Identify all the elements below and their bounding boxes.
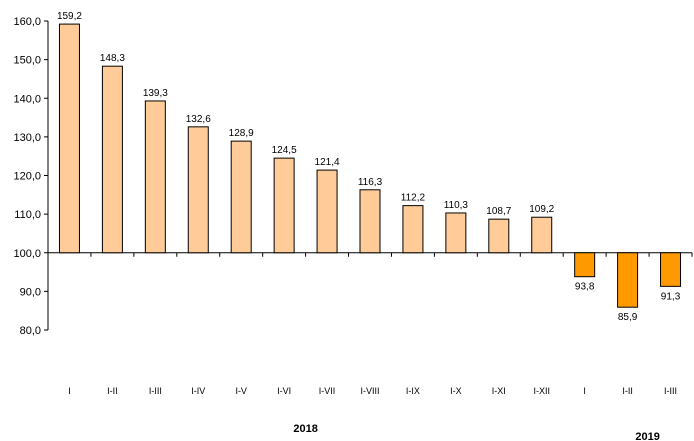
year-labels: 2018 2019 bbox=[293, 423, 659, 441]
bars bbox=[58, 23, 682, 308]
x-tick-label: I-XII bbox=[533, 386, 550, 396]
data-label: 159,2 bbox=[57, 11, 82, 22]
y-tick-label: 160,0 bbox=[13, 16, 41, 28]
year-label: 2019 bbox=[635, 431, 659, 441]
data-label: 132,6 bbox=[186, 114, 211, 125]
y-tick-label: 100,0 bbox=[13, 248, 41, 260]
x-tick-label: I-XI bbox=[492, 386, 506, 396]
bar bbox=[488, 218, 510, 254]
bar bbox=[273, 157, 295, 254]
x-tick-label: I-X bbox=[450, 386, 462, 396]
y-axis: 80,0 90,0 100,0 110,0 120,0 130,0 140,0 150,0 16… bbox=[13, 16, 49, 337]
x-tick-label: I-III bbox=[149, 386, 162, 396]
data-label: 110,3 bbox=[444, 200, 469, 211]
bar bbox=[230, 140, 252, 254]
data-label: 108,7 bbox=[486, 206, 511, 217]
x-tick-label: I bbox=[68, 386, 71, 396]
bar bbox=[359, 189, 381, 254]
x-tick-label: I-II bbox=[622, 386, 633, 396]
x-tick-labels: I I-II I-III I-IV I-V I-VI I-VII I-VIII I-IX I-X I… bbox=[68, 386, 677, 396]
data-label: 91,3 bbox=[661, 291, 681, 302]
x-tick-label: I-V bbox=[235, 386, 247, 396]
x-tick-label: I-VII bbox=[319, 386, 336, 396]
y-tick-label: 140,0 bbox=[13, 93, 41, 105]
x-tick-label: I-VI bbox=[277, 386, 291, 396]
bar bbox=[402, 205, 424, 254]
bar bbox=[617, 252, 639, 308]
data-label: 109,2 bbox=[529, 204, 554, 215]
bar bbox=[101, 65, 123, 254]
data-label: 128,9 bbox=[229, 128, 254, 139]
x-tick-label: I-VIII bbox=[360, 386, 379, 396]
data-label: 93,8 bbox=[575, 282, 595, 293]
data-label: 139,3 bbox=[143, 88, 168, 99]
bar bbox=[316, 169, 338, 254]
x-tick-label: I-IX bbox=[406, 386, 420, 396]
bar bbox=[187, 126, 209, 254]
data-label: 112,2 bbox=[401, 193, 426, 204]
data-label: 116,3 bbox=[358, 177, 383, 188]
x-axis bbox=[48, 252, 693, 257]
y-tick-label: 90,0 bbox=[20, 286, 41, 298]
y-tick-label: 150,0 bbox=[13, 55, 41, 67]
bar bbox=[531, 216, 553, 254]
y-tick-label: 80,0 bbox=[20, 325, 41, 337]
y-tick-label: 120,0 bbox=[13, 171, 41, 183]
year-label: 2018 bbox=[293, 423, 317, 435]
x-tick-label: I-IV bbox=[191, 386, 205, 396]
x-tick-label: I-III bbox=[664, 386, 677, 396]
data-label: 124,5 bbox=[272, 145, 297, 156]
x-tick-label: I bbox=[583, 386, 586, 396]
bar bbox=[445, 212, 467, 254]
data-label: 121,4 bbox=[315, 157, 340, 168]
bar bbox=[660, 252, 682, 287]
y-tick-label: 110,0 bbox=[14, 209, 41, 221]
bar bbox=[58, 23, 80, 254]
bar bbox=[574, 252, 596, 278]
data-label: 85,9 bbox=[618, 312, 638, 323]
data-label: 148,3 bbox=[100, 53, 125, 64]
x-tick-label: I-II bbox=[107, 386, 118, 396]
y-tick-label: 130,0 bbox=[13, 132, 41, 144]
data-labels: 159,2 148,3 139,3 132,6 128,9 124,5 121,4 116,3… bbox=[57, 11, 681, 323]
bar bbox=[144, 100, 166, 254]
